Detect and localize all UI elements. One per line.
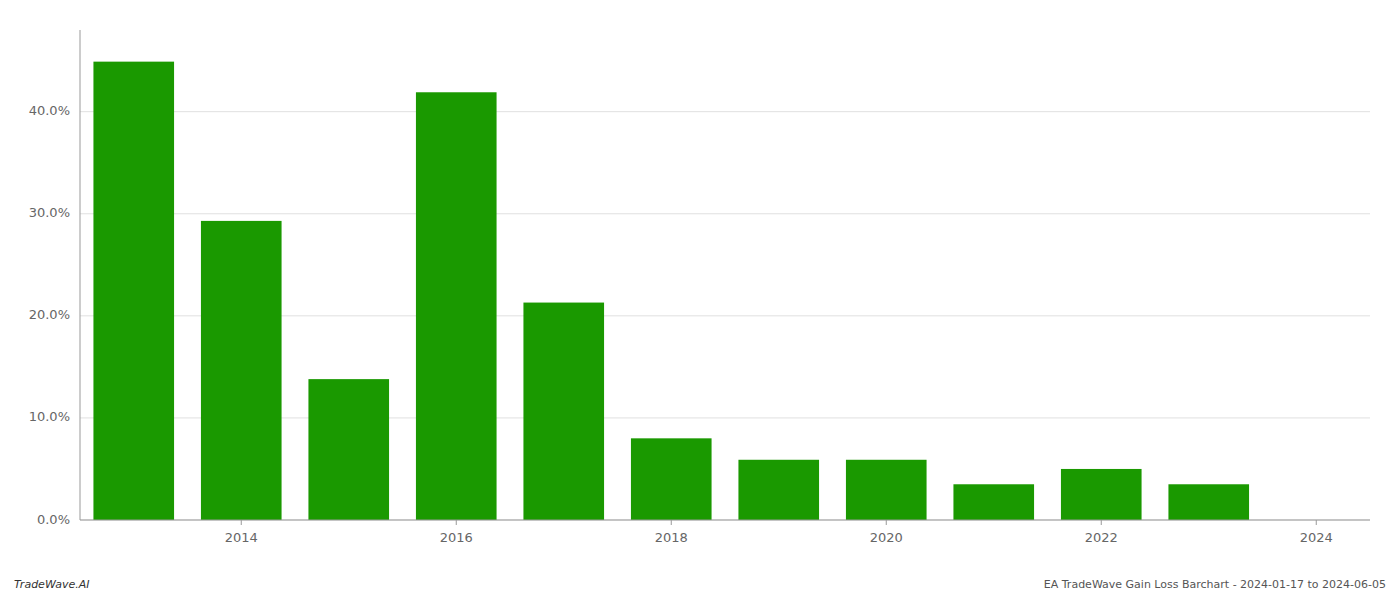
- x-tick: [1101, 520, 1102, 525]
- x-tick-label: 2016: [440, 530, 473, 545]
- bar: [201, 221, 282, 520]
- bar: [846, 460, 927, 520]
- bar: [631, 438, 712, 520]
- y-tick-label: 40.0%: [29, 103, 70, 118]
- x-tick-label: 2020: [870, 530, 903, 545]
- y-grid: [80, 112, 1370, 520]
- bar: [523, 303, 604, 520]
- y-tick-label: 10.0%: [29, 409, 70, 424]
- y-tick-label: 20.0%: [29, 307, 70, 322]
- grid-line: [80, 111, 1370, 112]
- x-tick: [671, 520, 672, 525]
- x-tick: [1316, 520, 1317, 525]
- chart-container: 0.0% 10.0% 20.0% 30.0% 40.0% 2014 2016 2018 2020…: [0, 0, 1400, 600]
- y-tick-label: 30.0%: [29, 205, 70, 220]
- footer-text: TradeWave.AI: [14, 578, 89, 591]
- chart-svg: 0.0% 10.0% 20.0% 30.0% 40.0% 2014 2016 2018 2020…: [0, 0, 1400, 600]
- bar: [738, 460, 819, 520]
- bar: [93, 62, 174, 520]
- bar: [308, 379, 389, 520]
- x-tick: [456, 520, 457, 525]
- bar: [1061, 469, 1142, 520]
- bar: [416, 92, 497, 520]
- x-tick: [241, 520, 242, 525]
- x-tick-label: 2018: [655, 530, 688, 545]
- x-tick-label: 2022: [1085, 530, 1118, 545]
- bars: [93, 62, 1249, 520]
- x-tick-label: 2024: [1300, 530, 1333, 545]
- y-tick-label: 0.0%: [37, 512, 70, 527]
- x-tick-label: 2014: [225, 530, 258, 545]
- bar: [1168, 484, 1249, 520]
- footer-text: EA TradeWave Gain Loss Barchart - 2024-0…: [1044, 578, 1386, 591]
- x-tick: [886, 520, 887, 525]
- grid-line: [80, 213, 1370, 214]
- bar: [953, 484, 1034, 520]
- grid-line: [80, 520, 1370, 521]
- y-axis-line: [80, 30, 81, 520]
- x-axis-line: [80, 520, 1370, 521]
